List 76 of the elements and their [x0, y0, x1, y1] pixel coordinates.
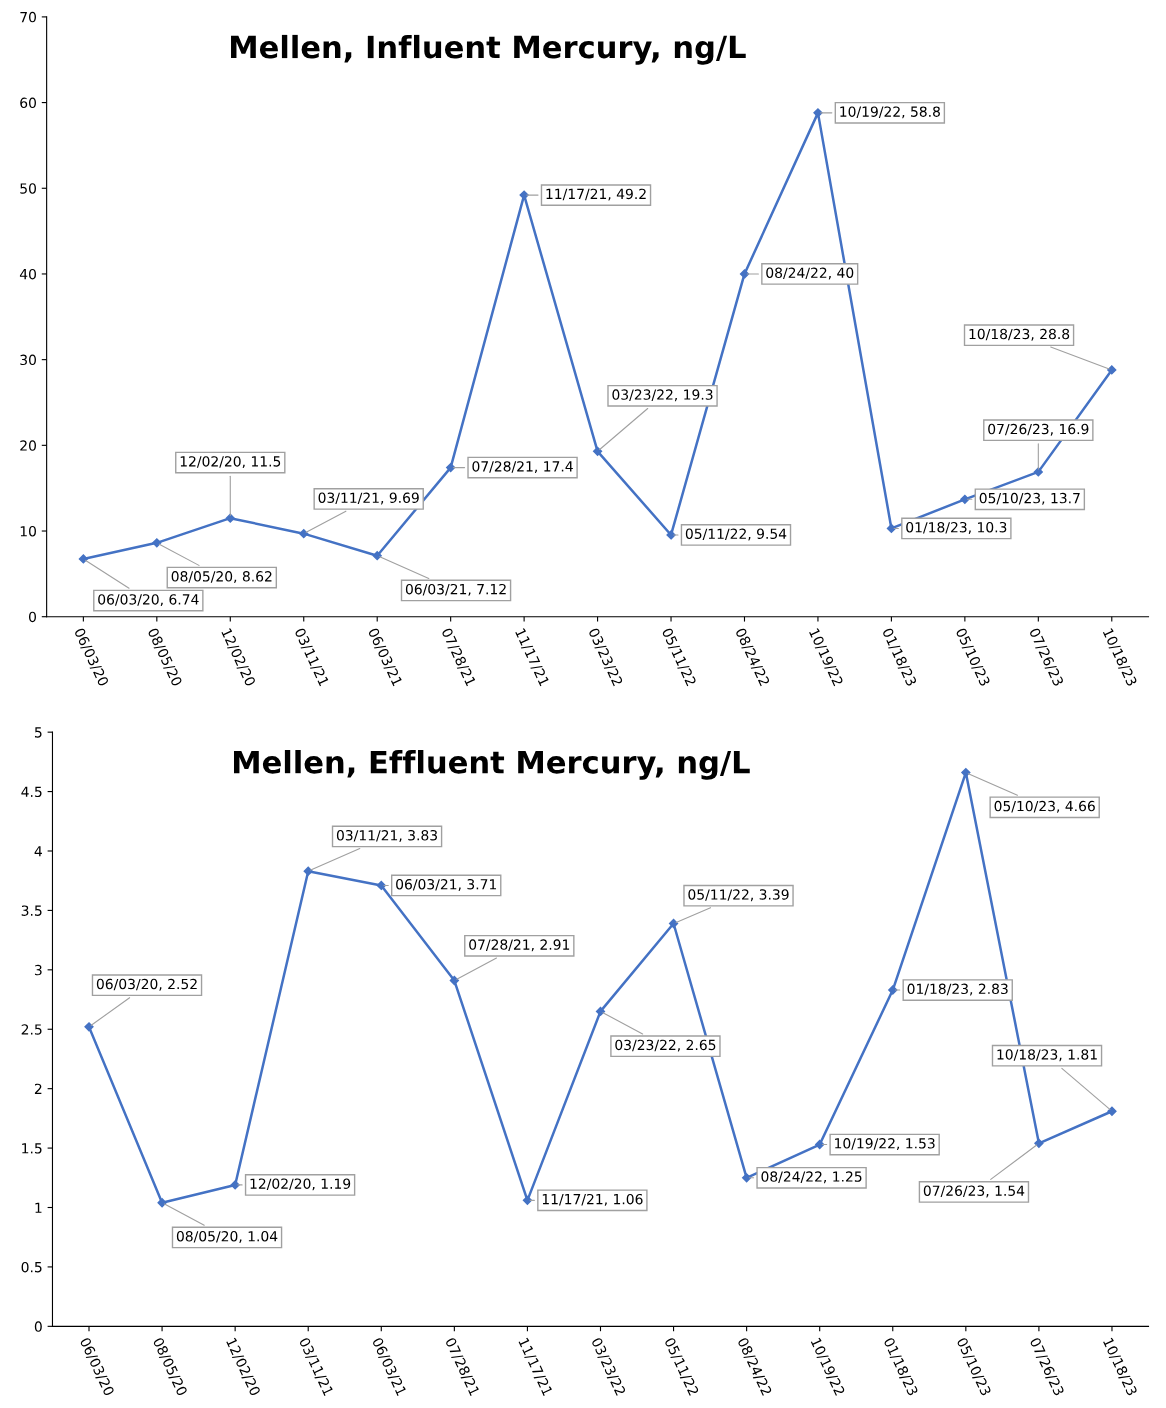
- y-tick-label: 50: [20, 183, 36, 194]
- data-label: 03/23/22, 19.3: [612, 389, 713, 402]
- y-tick-label: 2: [34, 1083, 42, 1094]
- data-label: 07/26/23, 16.9: [988, 423, 1089, 436]
- data-label: 03/11/21, 3.83: [336, 830, 438, 842]
- y-tick-label: 20: [20, 440, 36, 451]
- point: [888, 985, 898, 995]
- data-label: 12/02/20, 1.19: [250, 1178, 351, 1191]
- point: [522, 1195, 533, 1205]
- data-label: 08/24/22, 1.25: [761, 1171, 862, 1184]
- data-label: 11/17/21, 1.06: [542, 1193, 643, 1206]
- point: [960, 494, 970, 504]
- point: [152, 538, 162, 548]
- data-label: 07/28/21, 2.91: [469, 939, 570, 952]
- point: [813, 108, 823, 118]
- data-label: 05/10/23, 4.66: [994, 800, 1095, 813]
- point: [449, 975, 459, 986]
- point: [1107, 1106, 1117, 1116]
- y-tick-label: 0: [29, 611, 36, 623]
- point: [299, 529, 309, 539]
- data-label: 06/03/20, 2.52: [96, 978, 197, 991]
- y-tick-label: 4.5: [21, 786, 42, 798]
- point: [1033, 467, 1043, 477]
- y-tick-label: 1.5: [22, 1143, 42, 1154]
- y-tick-label: 4: [34, 846, 42, 857]
- y-tick-label: 3.5: [21, 905, 42, 916]
- y-tick-label: 0.5: [21, 1261, 42, 1273]
- y-tick-label: 30: [20, 354, 36, 366]
- point: [84, 1022, 94, 1032]
- text: Mellen, Influent Mercury, ng/L: [231, 34, 746, 65]
- y-tick-label: 40: [19, 268, 36, 280]
- data-label: 08/05/20, 8.62: [171, 571, 272, 584]
- data-label: 05/11/22, 9.54: [685, 528, 787, 541]
- point: [372, 551, 382, 561]
- point: [592, 446, 603, 456]
- data-label: 10/19/22, 58.8: [840, 106, 940, 119]
- data-label: 10/18/23, 28.8: [969, 328, 1070, 341]
- point: [1034, 1138, 1044, 1148]
- point: [886, 523, 897, 534]
- point: [446, 462, 456, 473]
- data-label: 11/17/21, 49.2: [546, 188, 646, 201]
- y-tick-label: 2.5: [21, 1024, 42, 1035]
- point: [815, 1139, 825, 1150]
- data-label: 03/23/22, 2.65: [615, 1039, 716, 1052]
- data-label: 06/03/21, 3.71: [396, 878, 497, 891]
- point: [595, 1006, 606, 1017]
- y-tick-label: 70: [20, 11, 36, 23]
- y-tick-label: 60: [20, 97, 36, 109]
- y-tick-label: 1: [35, 1202, 42, 1213]
- point: [157, 1198, 167, 1208]
- data-label: 07/28/21, 17.4: [472, 461, 573, 474]
- data-label: 08/24/22, 40: [766, 267, 854, 280]
- data-label: 10/19/22, 1.53: [835, 1138, 935, 1150]
- point: [303, 866, 313, 876]
- y-tick-label: 0: [34, 1321, 42, 1332]
- data-label: 12/02/20, 11.5: [180, 456, 281, 469]
- data-label: 07/26/23, 1.54: [923, 1185, 1025, 1198]
- point: [1107, 365, 1117, 375]
- point: [742, 1173, 752, 1183]
- y-tick-label: 10: [20, 525, 36, 537]
- data-label: 08/05/20, 1.04: [176, 1230, 278, 1243]
- y-tick-label: 3: [34, 964, 42, 976]
- data-label: 06/03/21, 7.12: [405, 583, 506, 596]
- text: Mellen, Effluent Mercury, ng/L: [234, 749, 750, 780]
- data-label: 05/11/22, 3.39: [688, 889, 789, 902]
- data-label: 01/18/23, 2.83: [907, 983, 1008, 996]
- data-label: 05/10/23, 13.7: [979, 492, 1080, 505]
- data-label: 06/03/20, 6.74: [98, 594, 199, 607]
- data-label: 03/11/21, 9.69: [318, 492, 419, 505]
- point: [225, 513, 235, 523]
- point: [376, 880, 386, 891]
- data-label: 01/18/23, 10.3: [906, 521, 1007, 534]
- y-tick-label: 5: [34, 727, 42, 738]
- data-label: 10/18/23, 1.81: [997, 1049, 1097, 1062]
- point: [739, 269, 750, 279]
- point: [78, 554, 88, 564]
